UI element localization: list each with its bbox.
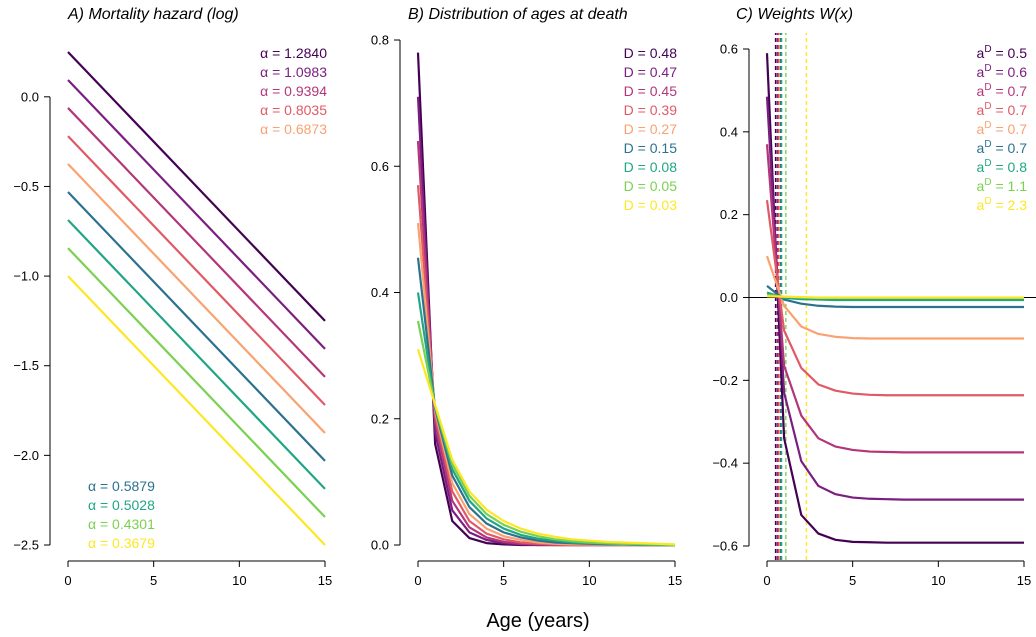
series-line-D-7 [416, 320, 676, 547]
legend-entry: D = 0.47 [624, 64, 678, 80]
x-tick-label: 0 [64, 573, 71, 588]
series-line-alpha-0.5879 [67, 191, 326, 462]
y-tick-label: −1.0 [13, 269, 39, 284]
series-line-W-0 [765, 53, 1024, 544]
legend-entry: aD = 0.7 [977, 120, 1028, 137]
series-line-alpha-0.8035 [67, 135, 326, 406]
panel-b-age-at-death-distribution: B) Distribution of ages at death 0.0 0.2 0.… [371, 6, 682, 588]
legend-entry: D = 0.03 [624, 197, 678, 213]
x-tick-label: 15 [318, 573, 332, 588]
x-tick-label: 10 [582, 573, 596, 588]
legend-entry: D = 0.48 [624, 45, 678, 61]
legend-entry: α = 0.8035 [260, 102, 327, 118]
legend-entry: aD = 0.7 [977, 101, 1028, 118]
legend-entry: α = 0.5028 [88, 497, 155, 513]
x-tick-label: 10 [232, 573, 246, 588]
legend-entry: aD = 1.1 [977, 177, 1028, 194]
series-line-alpha-0.3679 [67, 275, 326, 546]
series-line-W-6 [766, 291, 1024, 302]
y-tick-label: −2.0 [13, 448, 39, 463]
y-tick-label: −0.2 [712, 373, 738, 388]
series-line-W-4 [765, 255, 1024, 340]
series-line-alpha-1.284 [67, 51, 326, 322]
x-tick-label: 15 [1017, 573, 1031, 588]
series-line-alpha-0.4301 [67, 247, 326, 518]
x-tick-label: 0 [414, 573, 421, 588]
y-tick-label: −0.5 [13, 179, 39, 194]
legend-entry: α = 0.3679 [88, 535, 155, 551]
legend-entry: α = 1.0983 [260, 64, 327, 80]
series-line-W-1 [765, 96, 1024, 501]
legend-entry: aD = 0.7 [977, 139, 1028, 156]
panel-c-weights: C) Weights W(x) −0.6 −0.4 −0.2 0.0 0.2 0.4 0.6 0… [712, 6, 1036, 588]
y-tick-label: −2.5 [13, 538, 39, 553]
y-tick-label: 0.0 [371, 538, 389, 553]
series-line-D-8 [416, 348, 676, 546]
panel-title: A) Mortality hazard (log) [67, 6, 239, 23]
x-tick-label: 10 [931, 573, 945, 588]
legend-entry: D = 0.05 [624, 178, 678, 194]
y-tick-label: 0.6 [371, 159, 389, 174]
series-line-alpha-0.5028 [67, 219, 326, 490]
y-tick-label: −0.4 [712, 456, 738, 471]
legend-entry: D = 0.08 [624, 159, 678, 175]
y-tick-label: 0.4 [720, 124, 738, 139]
legend-entry: D = 0.45 [624, 83, 678, 99]
y-tick-label: 0.4 [371, 285, 389, 300]
y-tick-label: 0.2 [720, 207, 738, 222]
legend-entry: α = 0.5879 [88, 478, 155, 494]
y-tick-label: −1.5 [13, 358, 39, 373]
x-axis-label: Age (years) [486, 610, 589, 632]
legend-entry: aD = 2.3 [977, 196, 1028, 213]
y-tick-label: 0.2 [371, 411, 389, 426]
y-tick-label: −0.6 [712, 539, 738, 554]
y-tick-label: 0.6 [720, 42, 738, 57]
x-tick-label: 0 [763, 573, 770, 588]
legend-entry: α = 0.9394 [260, 83, 327, 99]
series-line-alpha-1.0983 [67, 79, 326, 350]
legend-entry: α = 0.4301 [88, 516, 155, 532]
series-line-alpha-0.9394 [67, 107, 326, 378]
series-line-W-3 [765, 200, 1024, 397]
y-tick-label: 0.0 [720, 290, 738, 305]
panel-title: B) Distribution of ages at death [408, 6, 628, 23]
legend-entry: D = 0.15 [624, 140, 678, 156]
x-tick-label: 5 [849, 573, 856, 588]
panel-a-mortality-hazard: A) Mortality hazard (log) −2.5 −2.0 −1.5 −1.… [13, 6, 332, 588]
legend-entry: aD = 0.7 [977, 82, 1028, 99]
series-line-W-8 [766, 295, 1024, 299]
y-tick-label: 0.0 [21, 89, 39, 104]
legend-entry: aD = 0.6 [977, 63, 1028, 80]
x-tick-label: 5 [500, 573, 507, 588]
x-tick-label: 5 [150, 573, 157, 588]
series-line-D-5 [416, 257, 675, 547]
series-line-W-2 [765, 144, 1024, 454]
legend-entry: D = 0.39 [624, 102, 678, 118]
legend-entry: D = 0.27 [624, 121, 678, 137]
y-tick-label: 0.8 [371, 33, 389, 48]
legend-entry: aD = 0.5 [977, 44, 1028, 61]
legend-entry: aD = 0.8 [977, 158, 1028, 175]
panel-title: C) Weights W(x) [736, 6, 853, 23]
legend-entry: α = 0.6873 [260, 121, 327, 137]
series-line-alpha-0.6873 [67, 163, 326, 434]
legend-entry: α = 1.2840 [260, 45, 327, 61]
x-tick-label: 15 [668, 573, 682, 588]
series-line-W-5 [766, 285, 1024, 309]
